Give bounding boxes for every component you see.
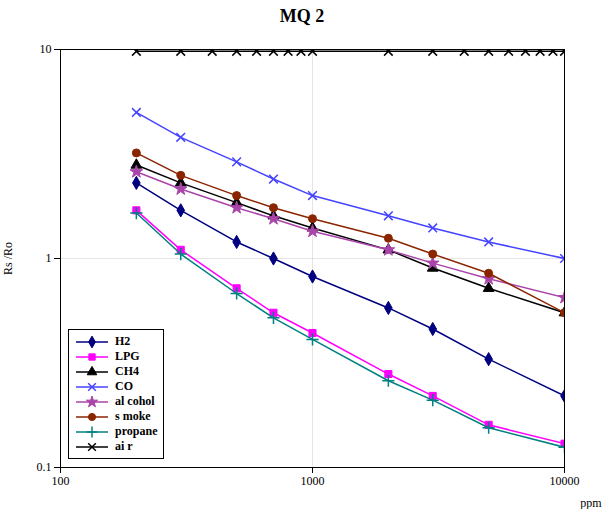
html-text:al cohol: al cohol <box>115 394 155 408</box>
svg-text:1: 1 <box>46 251 52 265</box>
svg-text:10000: 10000 <box>550 474 580 488</box>
html-text:s moke: s moke <box>115 409 151 423</box>
html-text:propane: propane <box>115 424 158 438</box>
html-text:CO: CO <box>115 379 133 393</box>
html-text:MQ 2: MQ 2 <box>279 6 325 26</box>
svg-text:100: 100 <box>52 474 70 488</box>
html-text:CH4: CH4 <box>115 364 139 378</box>
svg-text:Rs /Ro: Rs /Ro <box>1 242 15 275</box>
svg-text:0.1: 0.1 <box>37 460 52 474</box>
html-text:LPG: LPG <box>115 349 140 363</box>
svg-text:10: 10 <box>40 42 52 56</box>
svg-text:ppm: ppm <box>580 496 602 510</box>
html-text:ai r: ai r <box>115 439 133 453</box>
html-text:H2: H2 <box>115 334 131 348</box>
svg-text:1000: 1000 <box>301 474 325 488</box>
